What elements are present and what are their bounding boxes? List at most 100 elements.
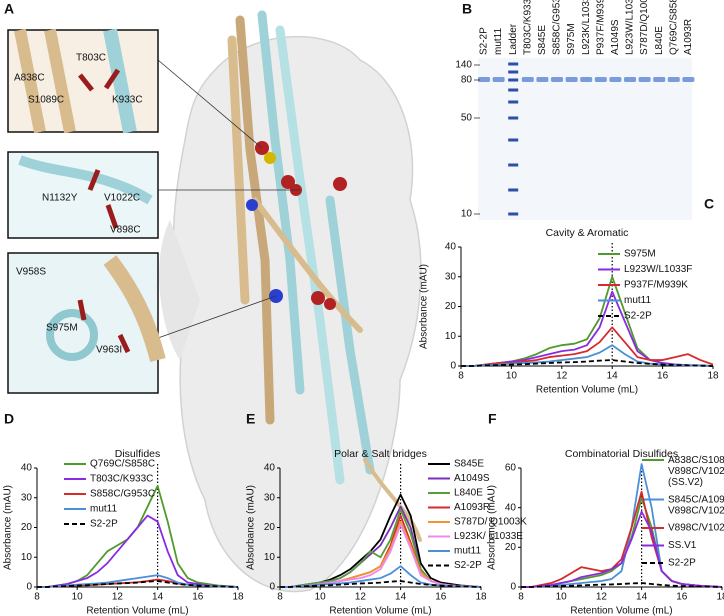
surface [159, 220, 200, 360]
residue-label: S1089C [28, 95, 64, 106]
y-tick-label: 10 [445, 331, 457, 342]
y-tick-label: 20 [21, 522, 33, 533]
ladder-band [508, 62, 519, 66]
leader-line [157, 59, 263, 149]
series-line [37, 580, 239, 588]
y-tick-label: 40 [21, 463, 33, 474]
helix [227, 35, 250, 305]
legend-label: S2-2P [454, 560, 482, 571]
protein-band [565, 77, 578, 82]
insets [7, 28, 166, 394]
protein-band [478, 77, 490, 82]
y-tick-label: 0 [510, 582, 516, 593]
protein-band [638, 77, 651, 82]
x-tick-label: 8 [458, 371, 464, 382]
legend-label: V898C/V1022C [668, 523, 724, 534]
sheet [252, 197, 363, 333]
legend-label: A1093R [454, 502, 490, 513]
x-tick-label: 10 [315, 592, 327, 603]
x-tick-label: 8 [277, 592, 283, 603]
leader-line [157, 295, 277, 339]
panel-label: C [704, 196, 714, 212]
legend-label: S975M [624, 249, 656, 260]
x-tick-label: 8 [518, 592, 524, 603]
lane-label: S858C/G953C [552, 0, 563, 55]
legend-label: L923W/L1033F [624, 264, 692, 275]
panel-label: E [246, 411, 255, 427]
legend-label: S787D/ Q1003K [454, 517, 527, 528]
y-tick-label: 0 [269, 582, 275, 593]
panel-label: F [488, 411, 497, 427]
panel-label: B [462, 1, 472, 17]
x-tick-label: 18 [232, 592, 244, 603]
legend-label: S845E [454, 459, 484, 470]
inset-residue [78, 68, 121, 92]
inset-helix [46, 309, 98, 361]
series-line [280, 580, 482, 588]
atom [264, 152, 276, 164]
lane-label: S975M [566, 23, 577, 55]
ladder-band [508, 70, 519, 74]
x-tick-label: 12 [596, 592, 608, 603]
x-tick-label: 14 [607, 371, 619, 382]
x-tick-label: 16 [435, 592, 447, 603]
helix [325, 195, 375, 475]
y-axis-label: Absorbance (mAU) [419, 264, 430, 349]
y-tick-label: 30 [445, 271, 457, 282]
y-tick-label: 30 [264, 492, 276, 503]
protein-band [521, 77, 534, 82]
x-axis-label: Retention Volume (mL) [86, 606, 188, 616]
residue-label: S975M [46, 323, 78, 334]
y-tick-label: 60 [505, 463, 517, 474]
inset-helix [18, 155, 153, 205]
legend-label: S2-2P [668, 558, 696, 569]
lane-label: A1049S [610, 19, 621, 55]
y-tick-label: 20 [505, 542, 517, 553]
x-axis-label: Retention Volume (mL) [329, 606, 431, 616]
inset-helix [103, 255, 166, 363]
inset-residue [87, 169, 119, 229]
lane-label: L840E [654, 26, 665, 55]
inset-helix [14, 28, 76, 134]
series-line [461, 359, 714, 367]
protein-band [551, 77, 563, 82]
marker-label: 10 [461, 209, 473, 220]
y-tick-label: 0 [26, 582, 32, 593]
ladder-band [508, 116, 519, 120]
protein-band [667, 77, 680, 82]
protein-band [594, 77, 607, 82]
chart-title: Polar & Salt bridges [334, 448, 427, 460]
y-tick-label: 20 [264, 522, 276, 533]
x-tick-label: 14 [636, 592, 648, 603]
lane-label: Ladder [508, 23, 519, 55]
inset-helix [103, 28, 137, 134]
protein-band [682, 77, 695, 82]
x-tick-label: 16 [192, 592, 204, 603]
series-line [521, 510, 723, 588]
x-tick-label: 12 [355, 592, 367, 603]
ladder-band [508, 163, 519, 167]
atom [333, 177, 347, 191]
marker-label: 140 [455, 60, 472, 71]
residue-label: K933C [112, 95, 143, 106]
legend-label: P937F/M939K [624, 280, 688, 291]
legend-label: S2-2P [624, 311, 652, 322]
leader-lines [157, 59, 300, 339]
x-tick-label: 8 [34, 592, 40, 603]
ladder-band [508, 188, 519, 192]
protein-band [609, 77, 622, 82]
x-axis-label: Retention Volume (mL) [536, 385, 638, 396]
legend-label: mut11 [90, 504, 117, 515]
y-tick-label: 40 [505, 502, 517, 513]
x-tick-label: 16 [676, 592, 688, 603]
marker-label: 50 [461, 113, 473, 124]
legend-label: T803C/K933C [90, 474, 153, 485]
x-axis-label: Retention Volume (mL) [570, 606, 672, 616]
helix [275, 25, 345, 485]
legend-label: Q769C/S858C [90, 459, 155, 470]
y-axis-label: Absorbance (mAU) [487, 485, 498, 570]
x-tick-label: 16 [657, 371, 669, 382]
y-tick-label: 40 [264, 463, 276, 474]
lane-label: Q769C/S858C [668, 0, 679, 55]
